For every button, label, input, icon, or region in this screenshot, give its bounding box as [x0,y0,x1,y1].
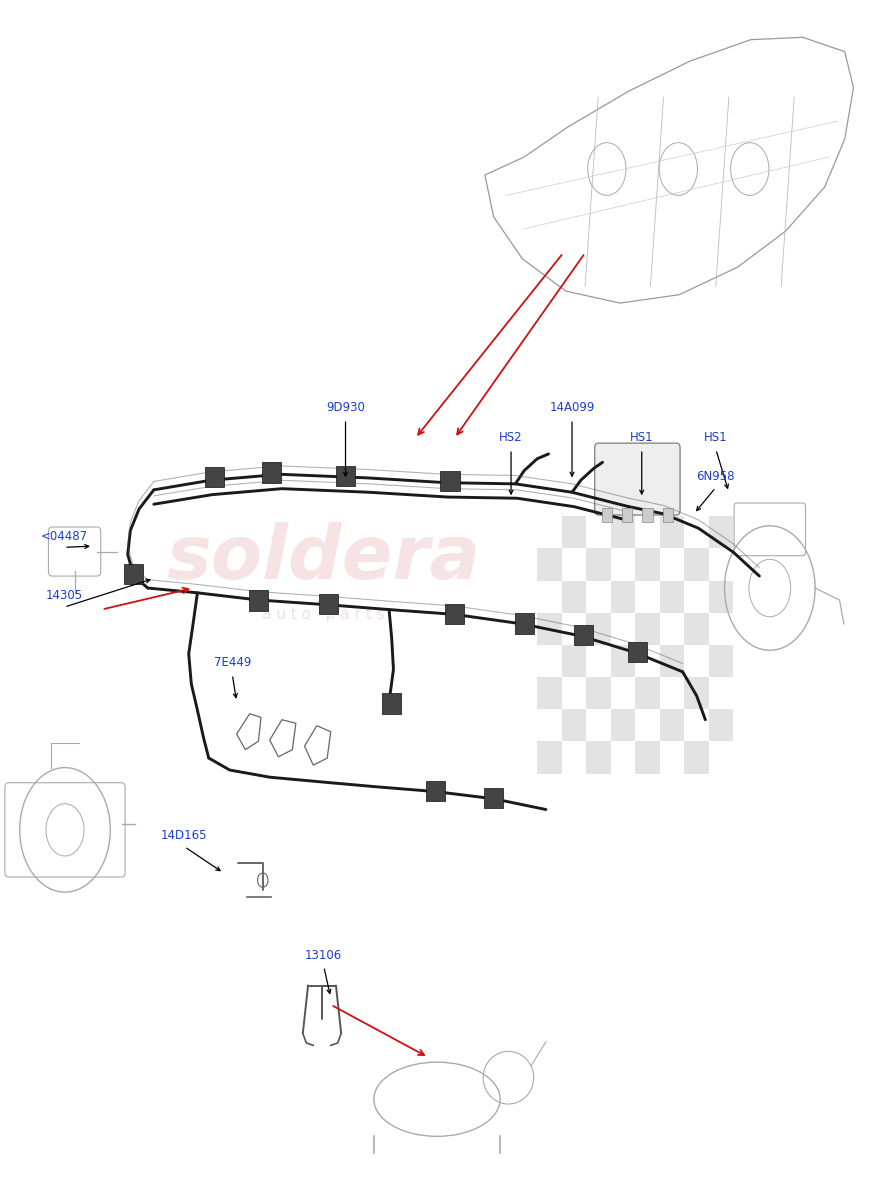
Bar [318,594,337,614]
Bar [635,581,660,613]
Bar [635,644,660,677]
Bar [440,470,460,491]
Bar [538,644,562,677]
Bar [562,709,586,742]
Bar [574,625,593,646]
Bar [635,677,660,709]
Bar [635,742,660,774]
Bar [611,581,635,613]
Bar [601,508,612,522]
Text: soldera: soldera [167,522,481,594]
Bar [660,742,684,774]
Bar [622,508,633,522]
Text: 14305: 14305 [45,589,83,602]
Bar [586,516,611,548]
Bar [660,516,684,548]
Bar [662,508,673,522]
Bar [562,548,586,581]
Bar [586,644,611,677]
Bar [586,548,611,581]
Bar [684,581,709,613]
Bar [562,677,586,709]
Bar [586,613,611,644]
Bar [660,709,684,742]
Bar [635,613,660,644]
Text: 13106: 13106 [305,948,343,961]
Bar [660,644,684,677]
Bar [709,516,733,548]
Bar [660,677,684,709]
Bar [562,516,586,548]
Text: HS2: HS2 [499,431,523,444]
Bar [586,742,611,774]
Bar [709,677,733,709]
Bar [628,642,647,662]
Bar [586,581,611,613]
Bar [562,742,586,774]
Bar [445,604,464,624]
Bar [538,516,562,548]
Bar [709,644,733,677]
Bar [382,694,401,714]
Bar [709,581,733,613]
Bar [684,516,709,548]
Bar [684,644,709,677]
Bar [538,613,562,644]
Text: HS1: HS1 [704,431,727,444]
FancyBboxPatch shape [594,443,680,515]
Bar [684,709,709,742]
Bar [562,613,586,644]
Bar [205,467,225,487]
Bar [611,613,635,644]
Bar [586,709,611,742]
Bar [660,581,684,613]
Bar [538,548,562,581]
Bar [586,677,611,709]
Bar [611,677,635,709]
Bar [684,613,709,644]
Text: 7E449: 7E449 [213,656,251,670]
Bar [684,548,709,581]
Bar [660,613,684,644]
Bar [538,742,562,774]
Bar [484,788,503,809]
Text: 9D930: 9D930 [326,402,365,414]
Bar [660,548,684,581]
Text: 14D165: 14D165 [161,829,208,842]
Bar [515,613,534,634]
Bar [635,548,660,581]
Bar [635,709,660,742]
Bar [709,709,733,742]
Bar [684,742,709,774]
Bar [262,462,281,482]
Text: 14A099: 14A099 [550,402,594,414]
Text: 6N958: 6N958 [697,469,735,482]
Bar [336,466,355,486]
Bar [635,516,660,548]
Bar [611,516,635,548]
Bar [124,564,143,584]
Bar [611,742,635,774]
Bar [562,581,586,613]
Bar [709,613,733,644]
Bar [611,548,635,581]
Bar [611,709,635,742]
Bar [562,644,586,677]
Bar [684,677,709,709]
Bar [538,581,562,613]
Bar [709,742,733,774]
Text: HS1: HS1 [630,431,654,444]
Bar [538,709,562,742]
Bar [709,548,733,581]
Text: <04487: <04487 [40,529,87,542]
Bar [426,781,445,802]
Text: a u t o   p a r t s: a u t o p a r t s [262,607,385,622]
Bar [642,508,653,522]
Bar [611,644,635,677]
Bar [538,677,562,709]
Bar [249,590,268,611]
